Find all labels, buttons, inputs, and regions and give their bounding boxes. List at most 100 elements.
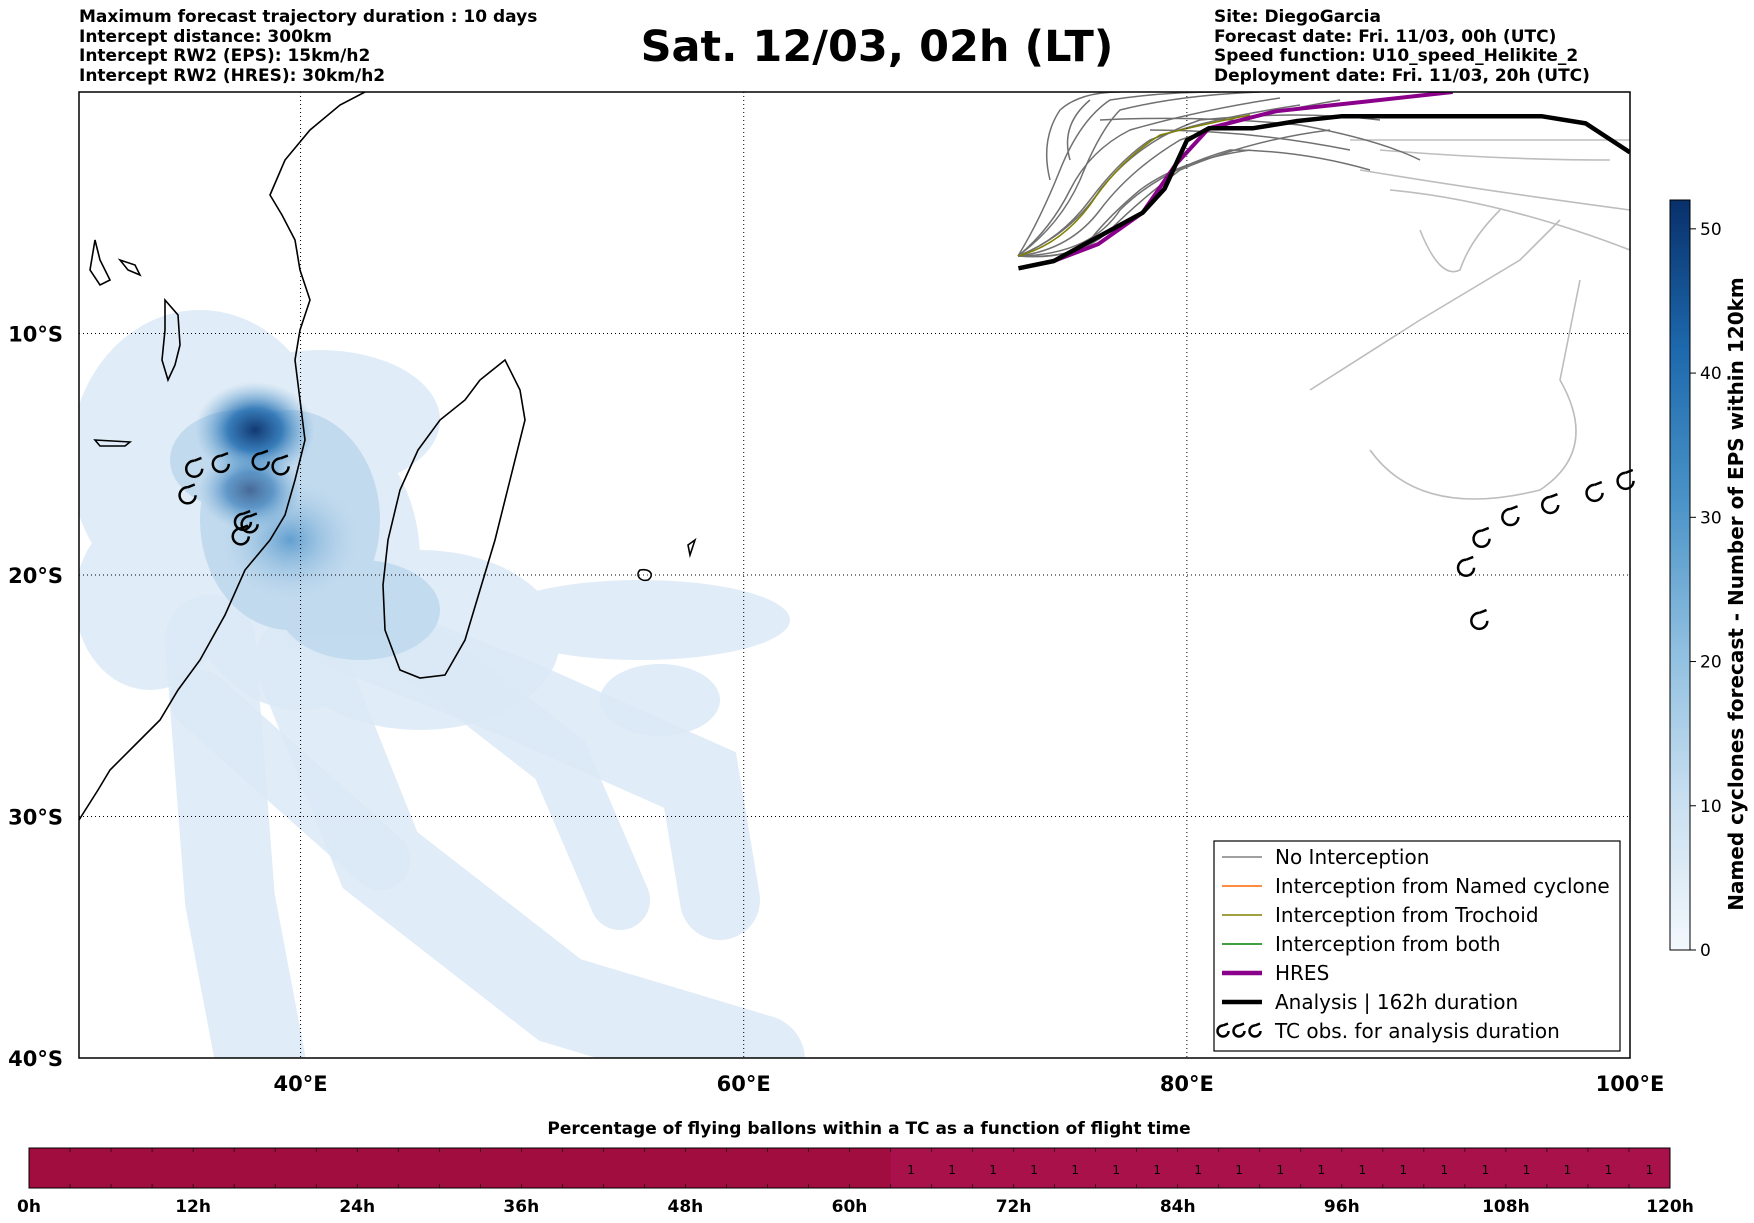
tc-symbol-icon — [1470, 608, 1489, 631]
header-right: Site: DiegoGarcia Forecast date: Fri. 11… — [1214, 7, 1590, 86]
bar-cell — [1341, 1148, 1384, 1188]
bar-cell-label: 1 — [1400, 1163, 1408, 1177]
bar-cell — [644, 1148, 686, 1188]
colorbar-tick-label: 50 — [1700, 220, 1722, 240]
bar-tick-label: 60h — [832, 1197, 868, 1217]
lake — [93, 439, 133, 447]
bar-cell-label: 1 — [1358, 1163, 1366, 1177]
tc-symbol-icon — [1616, 468, 1635, 491]
bar-cell — [111, 1148, 153, 1188]
legend-label: Interception from both — [1275, 932, 1501, 956]
chart-title: Sat. 12/03, 02h (LT) — [640, 22, 1114, 72]
tc-symbol-icon — [1216, 1022, 1230, 1038]
bar-cell — [357, 1148, 399, 1188]
bar-cell — [1013, 1148, 1056, 1188]
bar-cell — [1218, 1148, 1261, 1188]
bar-cell — [890, 1148, 933, 1188]
bar-cell — [1423, 1148, 1466, 1188]
legend-label: Analysis | 162h duration — [1275, 990, 1518, 1014]
axis-ticks: 40°E 60°E 80°E 100°E 10°S 20°S 30°S 40°S — [8, 323, 1664, 1097]
trochoid-track — [1017, 114, 1251, 257]
header-left-line: Intercept RW2 (EPS): 15km/h2 — [79, 46, 371, 66]
tc-symbol-icon — [240, 512, 259, 534]
colorbar-tick-label: 0 — [1700, 941, 1711, 961]
bar-cell — [1382, 1148, 1425, 1188]
track — [1017, 97, 1281, 257]
legend-item: Analysis | 162h duration — [1222, 990, 1518, 1014]
bar-cell — [1177, 1148, 1220, 1188]
legend-item: Interception from both — [1222, 932, 1501, 956]
y-tick-label: 40°S — [8, 1047, 63, 1071]
bar-cell-label: 1 — [1441, 1163, 1449, 1177]
tc-symbol-icon — [1585, 480, 1604, 503]
lake — [117, 258, 142, 277]
bar-cell-label: 1 — [1646, 1163, 1654, 1177]
tc-symbol-icon — [251, 449, 270, 471]
tc-symbol-icon — [178, 483, 197, 505]
track — [1017, 104, 1301, 257]
africa-coast — [79, 92, 366, 821]
bar-cell — [1259, 1148, 1302, 1188]
bar-cell-label: 1 — [1564, 1163, 1572, 1177]
y-tick-label: 10°S — [8, 323, 63, 347]
bar-cell — [275, 1148, 317, 1188]
x-tick-label: 40°E — [274, 1072, 328, 1096]
bar-cell — [1300, 1148, 1343, 1188]
bar-cell — [1546, 1148, 1589, 1188]
legend-label: No Interception — [1275, 845, 1429, 869]
bar-cell-label: 1 — [1153, 1163, 1161, 1177]
tc-observations — [178, 449, 1635, 631]
bar-cell — [849, 1148, 892, 1188]
plot-frame — [78, 91, 1631, 1059]
bar-cell — [1054, 1148, 1097, 1188]
bar-tick-label: 72h — [996, 1197, 1032, 1217]
legend-item: HRES — [1222, 961, 1329, 985]
lake-malawi — [161, 297, 181, 383]
header-left-line: Maximum forecast trajectory duration : 1… — [79, 7, 538, 27]
bar-tick-label: 108h — [1482, 1197, 1530, 1217]
colorbar-tick-label: 40 — [1700, 364, 1722, 384]
main-tracks — [1018, 92, 1630, 271]
bar-cell — [29, 1148, 71, 1188]
cyclone-density-field — [79, 310, 805, 1058]
grid — [79, 92, 1630, 1058]
legend-item: TC obs. for analysis duration — [1216, 1019, 1560, 1043]
bar-cell — [1136, 1148, 1179, 1188]
header-right-line: Speed function: U10_speed_Helikite_2 — [1214, 46, 1579, 66]
tc-symbol-icon — [1541, 492, 1560, 515]
header-right-line: Deployment date: Fri. 11/03, 20h (UTC) — [1214, 65, 1590, 86]
header-right-line: Site: DiegoGarcia — [1214, 7, 1381, 27]
bar-cell — [726, 1148, 768, 1188]
y-tick-label: 30°S — [8, 806, 63, 830]
legend: No Interception Interception from Named c… — [1213, 840, 1621, 1052]
bar-cell-label: 1 — [1235, 1163, 1243, 1177]
track — [1017, 92, 1221, 257]
track — [1045, 92, 1121, 181]
colorbar-ticks: 0 10 20 30 40 50 — [1690, 220, 1722, 961]
legend-label: Interception from Trochoid — [1275, 903, 1539, 927]
bar-cell — [70, 1148, 112, 1188]
bar-cell — [1095, 1148, 1138, 1188]
legend-label: TC obs. for analysis duration — [1274, 1019, 1560, 1043]
x-tick-label: 60°E — [717, 1072, 771, 1096]
bar-tick-label: 0h — [17, 1197, 41, 1217]
bar-tick-label: 12h — [175, 1197, 211, 1217]
tc-symbol-icon — [1456, 555, 1476, 577]
bar-tick-label: 120h — [1646, 1197, 1694, 1217]
colorbar-tick-label: 10 — [1700, 797, 1722, 817]
track — [1066, 99, 1091, 161]
bar-cell-label: 1 — [989, 1163, 997, 1177]
tc-symbol-icon — [1501, 505, 1520, 527]
legend-label: Interception from Named cyclone — [1275, 874, 1610, 898]
track — [1369, 279, 1581, 500]
x-tick-label: 100°E — [1596, 1072, 1665, 1096]
bar-cell — [808, 1148, 850, 1188]
colorbar-tick-label: 20 — [1700, 653, 1722, 673]
bar-cell-label: 1 — [1071, 1163, 1079, 1177]
bar-cell — [1587, 1148, 1630, 1188]
tc-symbol-icon — [271, 454, 290, 476]
bar-cell-label: 1 — [1194, 1163, 1202, 1177]
header-right-line: Forecast date: Fri. 11/03, 00h (UTC) — [1214, 26, 1557, 47]
flight-time-bar: 1 1 1 1 1 1 1 1 1 1 1 1 1 1 1 1 1 1 1 0h 12h 24h 36h 48h 60h 72h 8… — [17, 1147, 1694, 1217]
